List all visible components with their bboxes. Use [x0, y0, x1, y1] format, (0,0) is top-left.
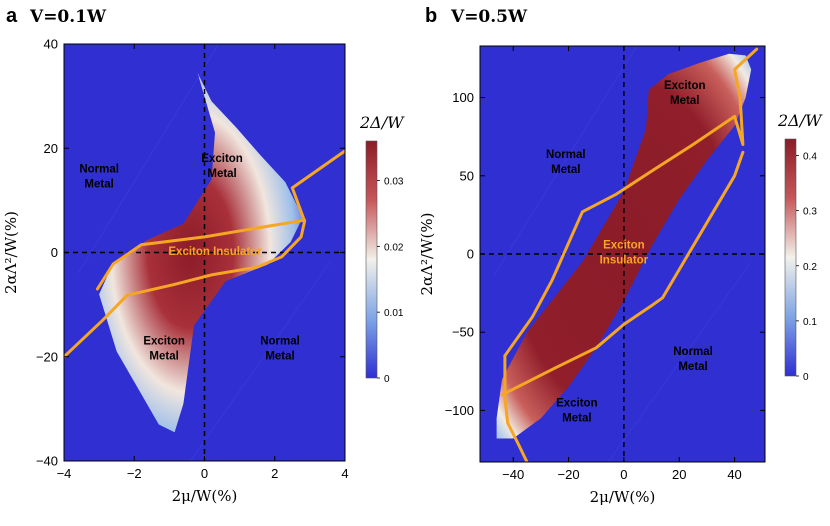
y-tick-label: 20 [44, 141, 58, 156]
x-tick-label: −2 [127, 466, 142, 481]
colorbar-tick-label: 0 [803, 372, 809, 383]
region-label: Exciton Metal [556, 398, 598, 425]
region-label-line: Normal [79, 164, 119, 176]
colorbar [365, 140, 378, 379]
x-tick-label: 40 [727, 467, 741, 482]
phase-boundary-line [503, 114, 737, 358]
region-label-line: Metal [207, 168, 236, 180]
contour-line [190, 260, 332, 461]
y-tick-label: 0 [467, 247, 474, 262]
contour-line [607, 262, 752, 462]
region-label-line: Metal [670, 95, 699, 107]
region-label-line: Insulator [600, 255, 649, 267]
phase-boundary-line [95, 218, 307, 291]
panel-b: b V=0.5W Exciton Metal Normal Metal Exciton Ins… [418, 5, 823, 506]
plot-area: Exciton Metal Normal Metal Exciton Insulator N… [480, 46, 765, 462]
panel-a: a V=0.1W Normal Metal Exciton Metal Exciton In… [2, 5, 405, 505]
region-label-line: Metal [84, 179, 113, 191]
colorbar-label: 2Δ/W [777, 111, 823, 130]
region-label-line: Exciton [556, 398, 598, 410]
y-tick-label: 0 [51, 245, 58, 260]
y-tick-label: −50 [452, 325, 474, 340]
x-tick-label: 20 [672, 467, 686, 482]
colorbar-tick-label: 0.02 [384, 242, 404, 253]
region-label-line: Metal [149, 351, 178, 363]
colorbar-tick-label: 0.1 [803, 317, 817, 328]
y-axis-label: 2αΛ²/W(%) [2, 211, 20, 294]
region-label-line: Exciton [201, 153, 243, 165]
x-tick-label: 0 [620, 467, 627, 482]
x-tick-label: −40 [502, 467, 524, 482]
region-label-line: Metal [562, 413, 591, 425]
region-label-line: Exciton Insulator [168, 246, 262, 258]
y-tick-label: 50 [460, 168, 474, 183]
region-label-line: Normal [546, 149, 586, 161]
colorbar-tick-label: 0.2 [803, 262, 817, 273]
x-tick-label: 4 [341, 466, 348, 481]
region-label: Exciton Metal [201, 153, 243, 180]
contour-line [493, 46, 638, 276]
x-tick-label: −20 [558, 467, 580, 482]
plot-area: Normal Metal Exciton Metal Exciton Insulator… [64, 44, 345, 461]
region-label: Exciton Insulator [168, 246, 262, 258]
y-axis-label: 2αΛ²/W(%) [418, 213, 436, 296]
region-label-line: Metal [678, 361, 707, 373]
region-label-line: Exciton [664, 80, 706, 92]
contour-line [77, 44, 219, 274]
region-label-line: Exciton [603, 240, 645, 252]
y-tick-label: −100 [445, 403, 474, 418]
phase-boundary-line [500, 150, 745, 397]
colorbar-tick-label: 0.01 [384, 308, 404, 319]
region-label-line: Normal [673, 346, 713, 358]
region-label: Normal Metal [546, 149, 586, 176]
panel-title: V=0.1W [29, 7, 107, 27]
y-tick-label: 40 [44, 37, 58, 52]
region-label-line: Normal [260, 336, 300, 348]
colorbar-label: 2Δ/W [359, 113, 405, 132]
x-axis-label: 2μ/W(%) [590, 488, 656, 506]
colorbar-tick-label: 0.4 [803, 152, 817, 163]
colorbar-tick-label: 0.03 [384, 177, 404, 188]
colorbar-tick-label: 0 [384, 374, 390, 385]
region-label: Exciton Insulator [600, 240, 649, 267]
colorbar [784, 138, 797, 377]
region-label: Normal Metal [673, 346, 713, 373]
region-label: Normal Metal [260, 336, 300, 363]
x-axis-label: 2μ/W(%) [172, 487, 238, 505]
region-label-line: Metal [551, 164, 580, 176]
region-label-line: Metal [265, 351, 294, 363]
x-tick-label: 0 [201, 466, 208, 481]
y-tick-label: −40 [36, 454, 58, 469]
phase-boundary-line [503, 354, 529, 462]
colorbar-tick-label: 0.3 [803, 207, 817, 218]
y-tick-label: −20 [36, 349, 58, 364]
panel-title: V=0.5W [450, 7, 528, 27]
region-label-line: Exciton [143, 336, 185, 348]
panel-label: a [6, 5, 18, 27]
phase-boundary-line [733, 47, 759, 146]
phase-boundary-line [64, 149, 345, 359]
region-label: Normal Metal [79, 164, 119, 191]
panel-label: b [425, 5, 437, 27]
region-label: Exciton Metal [143, 336, 185, 363]
y-tick-label: 100 [452, 90, 474, 105]
x-tick-label: −4 [57, 466, 72, 481]
region-label: Exciton Metal [664, 80, 706, 107]
x-tick-label: 2 [271, 466, 278, 481]
